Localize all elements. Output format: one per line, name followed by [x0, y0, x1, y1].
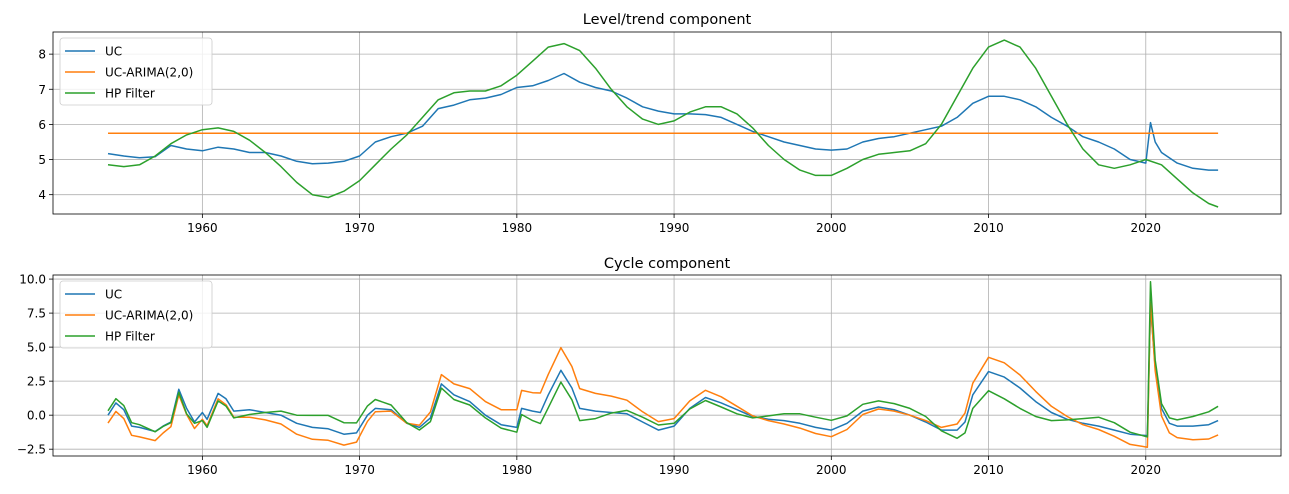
x-tick-label: 2010: [973, 463, 1004, 477]
level-trend-axes: Level/trend component 1960 1970 1980 1990 20…: [38, 12, 1282, 235]
x-tick-label: 2010: [973, 221, 1004, 235]
x-tick-label: 1990: [659, 463, 690, 477]
legend-label: HP Filter: [105, 87, 155, 101]
x-tick-label: 1980: [502, 463, 533, 477]
chart-title-cycle: Cycle component: [604, 256, 731, 272]
legend: UC UC-ARIMA(2,0) HP Filter: [59, 37, 213, 106]
y-tick-label: 5: [38, 153, 46, 167]
y-tick-label: 7.5: [27, 307, 46, 321]
y-tick-label: 4: [38, 188, 46, 202]
x-tick-label: 1980: [502, 221, 533, 235]
series-line-hp-filter: [107, 281, 1219, 440]
legend-label: UC: [105, 45, 122, 59]
y-tick-label: 10.0: [19, 273, 46, 287]
axes-frame: [52, 274, 1282, 457]
x-tick-label: 2000: [816, 463, 847, 477]
x-tick-label: 2020: [1131, 463, 1162, 477]
legend: UC UC-ARIMA(2,0) HP Filter: [59, 280, 213, 349]
legend-box: [59, 37, 213, 106]
x-tick-label: 1960: [187, 463, 218, 477]
series-line-uc: [107, 305, 1219, 437]
x-tick-label: 2020: [1131, 221, 1162, 235]
y-tick-label: 5.0: [27, 341, 46, 355]
series-line-uc-arima-2-0-: [107, 301, 1219, 448]
y-tick-label: 0.0: [27, 409, 46, 423]
y-tick-label: 6: [38, 118, 46, 132]
x-tick-label: 1970: [344, 463, 375, 477]
axes-frame: [52, 31, 1282, 215]
legend-box: [59, 280, 213, 349]
chart-title-level-trend: Level/trend component: [583, 12, 752, 28]
x-tick-label: 2000: [816, 221, 847, 235]
y-tick-label: −2.5: [17, 443, 46, 457]
x-tick-label: 1990: [659, 221, 690, 235]
y-tick-label: 2.5: [27, 375, 46, 389]
series-line-uc: [107, 72, 1219, 171]
legend-label: UC-ARIMA(2,0): [105, 66, 193, 80]
x-tick-label: 1960: [187, 221, 218, 235]
legend-label: UC-ARIMA(2,0): [105, 309, 193, 323]
y-tick-label: 7: [38, 83, 46, 97]
series-line-hp-filter: [107, 39, 1219, 208]
x-tick-label: 1970: [344, 221, 375, 235]
legend-label: UC: [105, 288, 122, 302]
legend-label: HP Filter: [105, 330, 155, 344]
cycle-axes: Cycle component 1960 1970 1980 1990 2000 2010…: [17, 256, 1282, 477]
y-tick-label: 8: [38, 48, 46, 62]
